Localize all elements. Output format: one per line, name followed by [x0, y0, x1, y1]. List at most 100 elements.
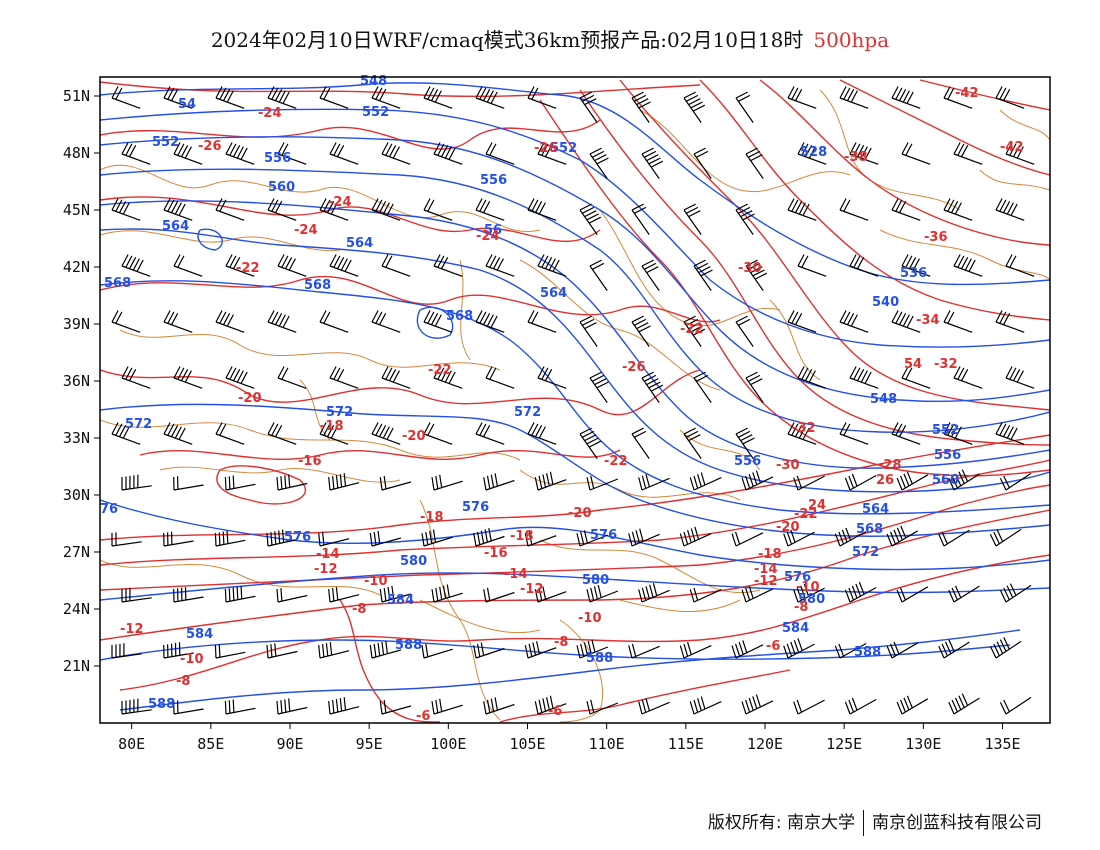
svg-text:-22: -22 [428, 363, 452, 378]
wind-barb [576, 639, 609, 659]
svg-text:552: 552 [550, 141, 577, 156]
svg-text:-14: -14 [316, 547, 340, 562]
lat-tick-label: 36N [63, 372, 90, 390]
wind-barb [641, 259, 660, 291]
wind-barb [277, 142, 307, 165]
lon-tick-label: 100E [430, 735, 466, 753]
lat-tick-label: 45N [63, 201, 90, 219]
wind-barb [579, 203, 602, 235]
svg-text:-12: -12 [520, 582, 544, 597]
lon-tick-label: 95E [356, 735, 383, 753]
wind-barb [844, 473, 877, 491]
svg-text:-32: -32 [934, 357, 958, 372]
wind-barb [121, 587, 152, 603]
wind-barb [995, 198, 1025, 221]
svg-text:56: 56 [484, 223, 502, 238]
wind-barb [797, 142, 827, 165]
svg-text:-18: -18 [320, 419, 344, 434]
svg-text:-24: -24 [258, 106, 282, 121]
wind-barb [689, 696, 722, 715]
wind-barb [689, 587, 722, 603]
wind-barb [475, 198, 505, 221]
height-labels: 54 548 552 552 552 556 560 556 564 564 5… [100, 74, 961, 712]
lon-tick-label: 105E [509, 735, 545, 753]
svg-text:568: 568 [104, 276, 131, 291]
temperature-labels: -42 -42 -38 -36 -30 -34 -32 54 -32 -30 -… [120, 86, 1024, 724]
wind-barb [849, 142, 879, 165]
wind-barb [225, 366, 255, 389]
wind-barb [371, 86, 401, 109]
wind-barb [886, 641, 919, 659]
wind-barb [534, 471, 567, 491]
wind-barb [163, 422, 193, 445]
svg-text:-6: -6 [548, 704, 562, 719]
title-main: 2024年02月10日WRF/cmaq模式36km预报产品:02月10日18时 [210, 28, 804, 52]
svg-text:564: 564 [346, 236, 373, 251]
wind-barb [891, 198, 921, 221]
wind-barb [421, 643, 453, 659]
wind-barb [589, 259, 608, 291]
wind-barb [948, 469, 980, 491]
wind-barb [891, 422, 921, 445]
wind-barb [225, 254, 255, 277]
wind-barb [423, 310, 453, 333]
svg-text:-6: -6 [416, 709, 430, 724]
wind-barb [224, 699, 256, 715]
wind-barb [839, 198, 869, 221]
svg-text:584: 584 [387, 593, 414, 608]
wind-barb [111, 532, 142, 547]
wind-barb [683, 315, 706, 347]
wind-barb [173, 586, 204, 603]
wind-barb [277, 366, 307, 389]
wind-barb [369, 530, 402, 547]
wind-barb [735, 91, 754, 123]
wind-barb [735, 315, 754, 347]
wind-barb [834, 527, 867, 547]
wind-barb [121, 474, 152, 491]
svg-text:-36: -36 [924, 230, 948, 245]
svg-text:-42: -42 [1000, 140, 1024, 155]
wind-barb [423, 422, 453, 445]
wind-barb [995, 310, 1025, 333]
svg-text:568: 568 [446, 309, 473, 324]
wind-barb [683, 427, 702, 459]
wind-barb [576, 530, 609, 547]
wind-barb [844, 581, 877, 603]
wind-barb [111, 310, 141, 333]
svg-text:-12: -12 [314, 562, 338, 577]
wind-barb [787, 198, 817, 221]
wind-barb [381, 254, 411, 277]
svg-text:-42: -42 [955, 86, 979, 101]
wind-barb [224, 475, 256, 491]
svg-text:-12: -12 [754, 574, 778, 589]
wind-barb [999, 472, 1032, 491]
wind-barbs [111, 86, 1035, 715]
lat-tick-label: 24N [63, 600, 90, 618]
wind-barb [318, 532, 350, 547]
wind-barb [215, 310, 245, 333]
wind-barb [431, 698, 463, 715]
wind-barb [938, 639, 970, 659]
wind-barb [215, 198, 245, 221]
lat-tick-label: 39N [63, 315, 90, 333]
wind-barb [745, 259, 768, 291]
wind-barb [433, 366, 463, 389]
wind-barb [1005, 254, 1035, 277]
wind-barb [485, 366, 515, 389]
svg-text:-18: -18 [758, 547, 782, 562]
svg-text:-22: -22 [794, 507, 818, 522]
wind-barb [379, 475, 412, 491]
svg-text:-26: -26 [622, 360, 646, 375]
wind-barb [938, 529, 970, 547]
svg-text:576: 576 [462, 500, 489, 515]
svg-text:576: 576 [284, 530, 311, 545]
wind-barb [276, 698, 308, 715]
wind-barb [689, 472, 722, 491]
wind-barb [163, 86, 193, 109]
lon-tick-label: 90E [276, 735, 303, 753]
svg-text:556: 556 [934, 448, 961, 463]
svg-text:-30: -30 [738, 261, 762, 276]
wind-barb [475, 310, 505, 333]
wind-barb [628, 643, 660, 659]
title-level: 500hpa [813, 28, 890, 52]
